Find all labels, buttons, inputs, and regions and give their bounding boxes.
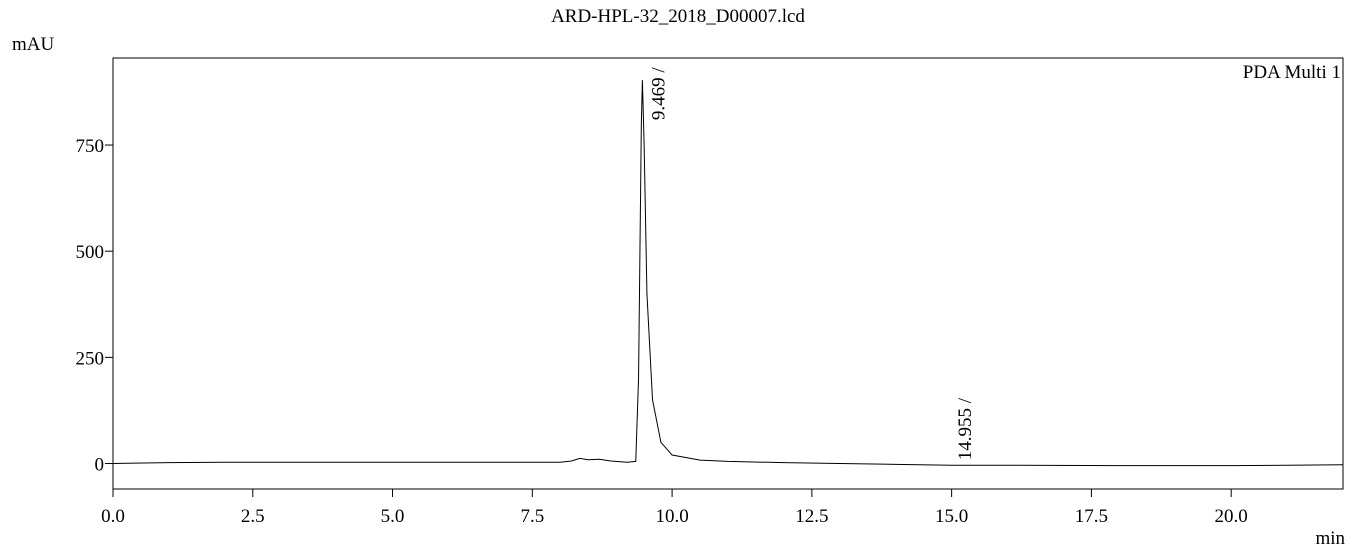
y-tick-label: 250 [76, 348, 105, 369]
x-tick-label: 15.0 [935, 506, 968, 527]
x-tick-label: 17.5 [1075, 506, 1108, 527]
y-axis-label: mAU [12, 34, 55, 55]
chart-title: ARD-HPL-32_2018_D00007.lcd [551, 6, 805, 27]
peak-label: 9.469 / [648, 67, 669, 121]
chromatogram-line [112, 80, 1344, 467]
x-tick-label: 0.0 [101, 506, 125, 527]
y-tick-label: 0 [95, 455, 105, 476]
x-tick-label: 2.5 [241, 506, 265, 527]
y-tick-label: 750 [76, 136, 105, 157]
x-axis-label: min [1315, 528, 1345, 549]
peak-label: 14.955 / [955, 397, 976, 460]
y-tick-label: 500 [76, 242, 105, 263]
x-tick-label: 5.0 [381, 506, 405, 527]
x-tick-label: 7.5 [520, 506, 544, 527]
plot-frame [112, 57, 1344, 490]
x-tick-label: 10.0 [655, 506, 688, 527]
x-tick-label: 20.0 [1215, 506, 1248, 527]
legend-text: PDA Multi 1 [1243, 62, 1341, 83]
x-tick-label: 12.5 [795, 506, 828, 527]
